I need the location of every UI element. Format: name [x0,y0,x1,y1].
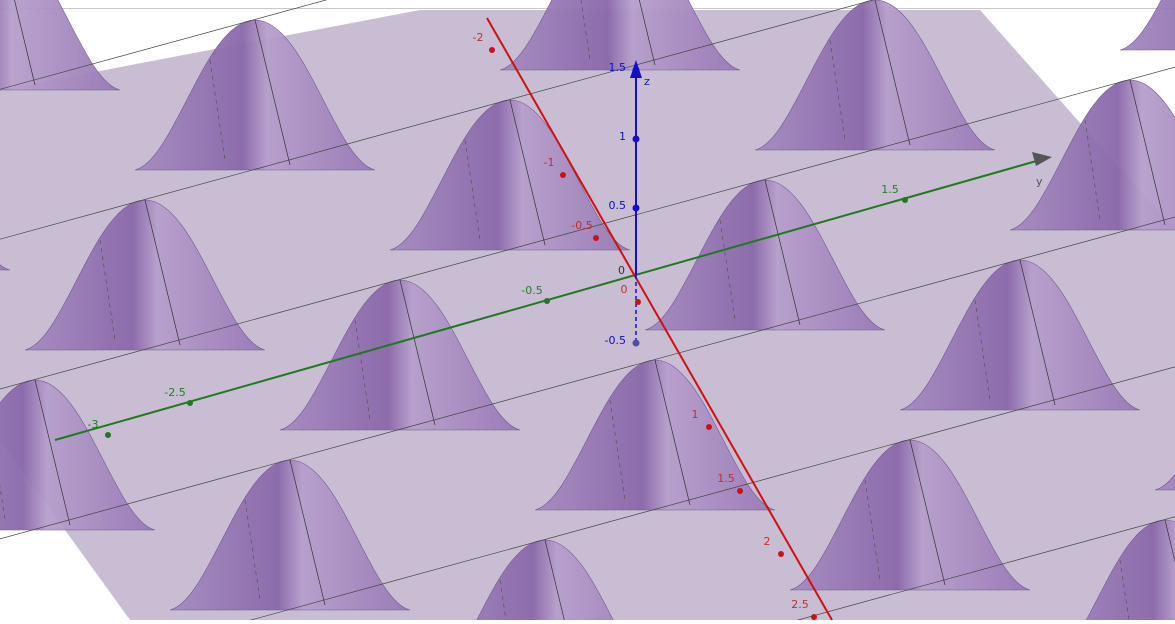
x-tick-point [593,235,599,241]
surface-hidden-line [209,59,226,161]
y-tick-label: -0.5 [521,284,542,297]
surface-ridge [509,99,546,246]
surface-grid-line [782,516,1175,624]
surface-peak [0,264,11,271]
y-tick-point [105,432,111,438]
surface-hidden-line [719,219,736,321]
surface-hidden-line [580,0,591,61]
surface-hidden-line [864,479,881,581]
surface-peak [1119,0,1175,51]
surface-grid-line [0,66,1175,390]
surface-grid-line [0,216,1175,540]
surface-peak [1154,473,1175,491]
surface-ridge [1164,519,1175,563]
surface-hidden-line [354,319,371,421]
surface-grid-line [0,0,875,240]
z-axis-name: z [644,75,650,88]
surface-ridge [399,279,436,426]
surface-hidden-line [1119,559,1130,624]
surface-grid-line [0,0,328,90]
x-tick-label: -0.5 [571,219,592,232]
z-tick-point [632,135,640,143]
x-tick-label: 1 [692,408,699,421]
z-tick-point [632,66,640,74]
surface-grid-line [235,366,1175,624]
x-tick-label: 2.5 [791,598,809,611]
x-tick-label: 1.5 [717,472,735,485]
y-tick-label: -3 [88,418,99,431]
x-tick-label: -1 [544,156,555,169]
x-axis [486,17,833,621]
surface-ridge [638,0,656,66]
x-tick-point [811,614,817,620]
y-axis-arrow [1032,152,1052,166]
surface-ridge [14,0,36,86]
surface-ridge [289,459,326,606]
surface-ridge [764,179,801,326]
surface-hidden-line [974,299,991,401]
origin-label: 0 [618,264,625,277]
x-tick-point [778,551,784,557]
y-tick-label: 1.5 [881,183,899,196]
surface-ridge [144,199,181,346]
axes: z y 0 -2 -1 -0.5 0 1 1.5 2 2.5 -3 -2.5 -0.5 1.5 1.5 1… [54,17,1052,621]
x-tick-point [706,424,712,430]
y-tick-point [902,197,908,203]
surface-peak [499,0,741,71]
x-tick-point [737,488,743,494]
surface-ridge [254,19,291,166]
x-tick-label: -2 [473,31,484,44]
surface-ridge [1019,259,1056,406]
y-tick-point [544,298,550,304]
x-tick-label: 0 [621,283,628,296]
surface-hidden-line [829,39,846,141]
surface-ridge [544,539,566,624]
surface-peak [0,0,121,91]
surface-hidden-line [499,579,507,624]
surface-hidden-line [244,499,261,601]
surface-ridge [874,0,911,146]
y-tick-point [187,400,193,406]
z-tick-point [632,339,640,347]
surface-ridge [909,439,946,586]
z-tick-point [632,204,640,212]
z-tick-label: 0.5 [609,199,627,212]
x-tick-point [635,299,641,305]
z-tick-label: 1 [619,130,626,143]
surface-ridge [1129,79,1166,226]
y-axis-name: y [1036,175,1043,188]
x-tick-point [560,172,566,178]
surface-hidden-line [609,399,626,501]
z-tick-label: -0.5 [605,334,626,347]
surface-hidden-line [1084,119,1101,221]
x-tick-label: 2 [764,535,771,548]
x-tick-point [489,47,495,53]
z-tick-label: 1.5 [609,61,627,74]
y-tick-label: -2.5 [164,386,185,399]
surface-ridge [654,359,691,506]
surface-ridge [34,379,71,526]
surface-hidden-line [464,139,481,241]
surface-hidden-line [99,239,116,341]
